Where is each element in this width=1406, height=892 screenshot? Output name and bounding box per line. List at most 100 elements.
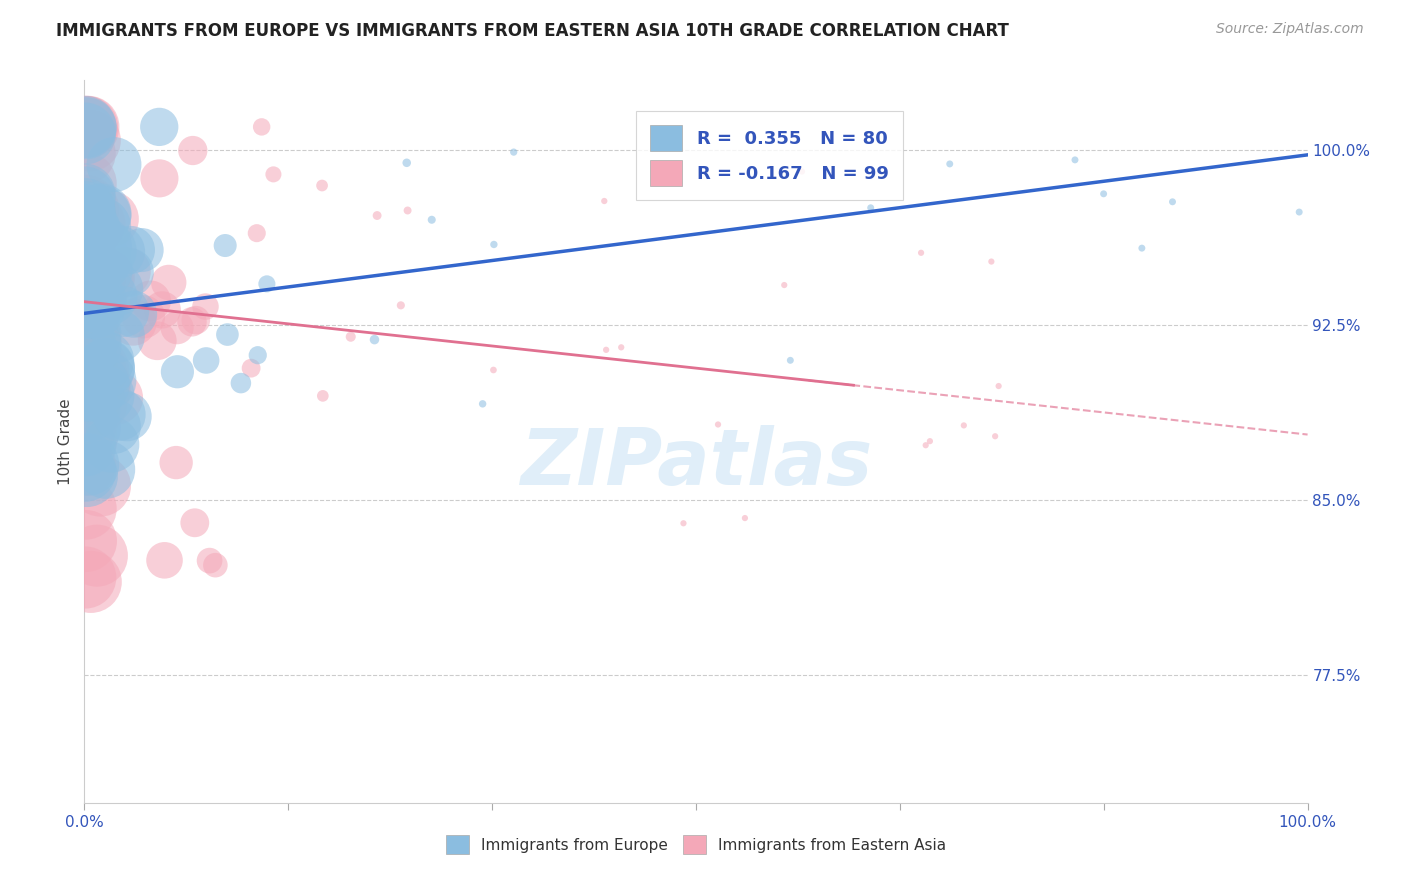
Point bbox=[914, 438, 936, 452]
Point bbox=[79, 330, 101, 344]
Point bbox=[79, 133, 101, 147]
Point bbox=[953, 418, 976, 433]
Point bbox=[389, 298, 412, 312]
Point bbox=[87, 377, 110, 392]
Point bbox=[217, 327, 239, 342]
Point bbox=[73, 208, 96, 222]
Point bbox=[90, 207, 112, 221]
Point bbox=[76, 393, 98, 408]
Point bbox=[103, 419, 125, 434]
Point bbox=[118, 265, 141, 279]
Point bbox=[311, 178, 333, 193]
Point bbox=[79, 420, 101, 434]
Point bbox=[73, 205, 96, 219]
Point bbox=[90, 209, 112, 223]
Point bbox=[107, 244, 129, 259]
Point bbox=[73, 382, 96, 396]
Point bbox=[86, 549, 108, 563]
Point bbox=[148, 171, 170, 186]
Point bbox=[76, 319, 98, 334]
Point bbox=[773, 278, 796, 293]
Point bbox=[76, 469, 98, 483]
Point bbox=[83, 217, 105, 231]
Point bbox=[73, 283, 96, 297]
Point bbox=[77, 393, 100, 408]
Point bbox=[76, 225, 98, 239]
Point bbox=[75, 438, 97, 452]
Point bbox=[122, 315, 145, 329]
Point bbox=[105, 391, 128, 405]
Point bbox=[79, 226, 101, 240]
Point bbox=[363, 333, 385, 347]
Point bbox=[859, 201, 882, 215]
Point bbox=[77, 398, 100, 412]
Point bbox=[395, 156, 418, 170]
Point bbox=[132, 310, 155, 324]
Point bbox=[80, 574, 103, 589]
Point bbox=[246, 226, 269, 240]
Point bbox=[73, 202, 96, 216]
Point bbox=[77, 411, 100, 425]
Point bbox=[93, 273, 115, 287]
Point bbox=[89, 384, 111, 398]
Point bbox=[1092, 186, 1115, 201]
Point bbox=[1064, 153, 1087, 167]
Point bbox=[77, 120, 100, 134]
Point bbox=[73, 403, 96, 417]
Point bbox=[184, 516, 207, 530]
Point bbox=[76, 359, 98, 373]
Point bbox=[89, 376, 111, 391]
Point bbox=[987, 379, 1010, 393]
Point bbox=[84, 246, 107, 260]
Point bbox=[108, 408, 131, 422]
Point bbox=[779, 353, 801, 368]
Point bbox=[918, 434, 941, 449]
Point bbox=[610, 340, 633, 354]
Point bbox=[157, 276, 180, 290]
Point bbox=[89, 220, 111, 235]
Point bbox=[482, 363, 505, 377]
Point bbox=[75, 345, 97, 359]
Point bbox=[73, 334, 96, 348]
Point bbox=[79, 338, 101, 352]
Point bbox=[73, 187, 96, 202]
Point bbox=[89, 479, 111, 493]
Point bbox=[100, 437, 122, 451]
Point bbox=[94, 270, 117, 285]
Point bbox=[79, 403, 101, 417]
Point bbox=[502, 145, 524, 160]
Point bbox=[910, 245, 932, 260]
Point bbox=[75, 250, 97, 264]
Point bbox=[707, 417, 730, 432]
Point bbox=[89, 254, 111, 268]
Point bbox=[84, 294, 107, 309]
Y-axis label: 10th Grade: 10th Grade bbox=[58, 398, 73, 485]
Point bbox=[165, 456, 187, 470]
Point bbox=[246, 348, 269, 362]
Point bbox=[181, 144, 204, 158]
Point bbox=[112, 304, 135, 318]
Point bbox=[94, 360, 117, 375]
Point bbox=[76, 120, 98, 134]
Point bbox=[131, 243, 153, 257]
Point bbox=[76, 253, 98, 268]
Point bbox=[100, 212, 122, 227]
Point bbox=[107, 329, 129, 343]
Point bbox=[262, 167, 284, 181]
Point bbox=[1130, 241, 1153, 255]
Point bbox=[76, 293, 98, 307]
Point bbox=[73, 127, 96, 141]
Point bbox=[938, 157, 960, 171]
Point bbox=[396, 203, 419, 218]
Point bbox=[984, 429, 1007, 443]
Point bbox=[79, 326, 101, 341]
Point bbox=[339, 330, 361, 344]
Point bbox=[214, 238, 236, 252]
Point bbox=[312, 389, 335, 403]
Point bbox=[482, 237, 505, 252]
Point bbox=[75, 384, 97, 398]
Text: Source: ZipAtlas.com: Source: ZipAtlas.com bbox=[1216, 22, 1364, 37]
Point bbox=[94, 462, 117, 476]
Point bbox=[114, 265, 136, 279]
Point bbox=[198, 554, 221, 568]
